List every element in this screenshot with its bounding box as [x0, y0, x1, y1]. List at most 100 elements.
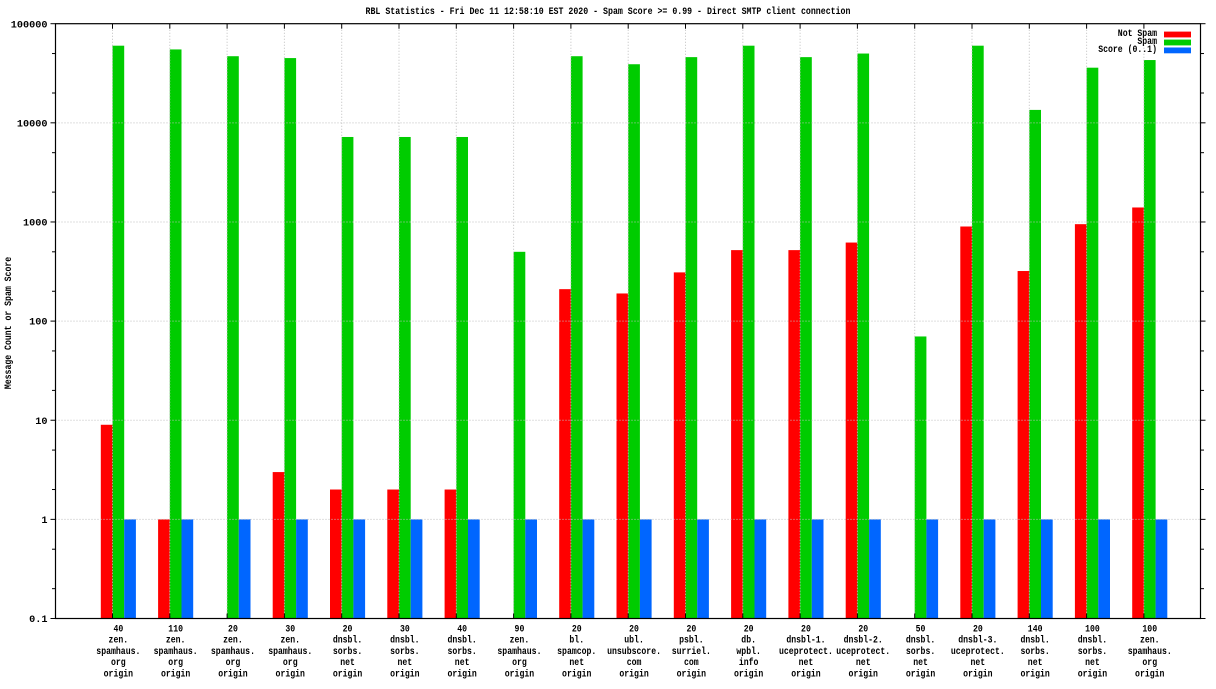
svg-text:org: org: [111, 658, 126, 669]
svg-text:origin: origin: [161, 668, 190, 680]
svg-text:dnsbl.: dnsbl.: [1020, 635, 1049, 647]
svg-text:spamcop.: spamcop.: [557, 647, 596, 658]
svg-text:20: 20: [973, 625, 983, 636]
svg-text:sorbs.: sorbs.: [390, 646, 419, 658]
svg-text:sorbs.: sorbs.: [447, 646, 476, 658]
svg-text:org: org: [1142, 658, 1157, 669]
svg-text:origin: origin: [218, 668, 247, 680]
svg-text:140: 140: [1028, 625, 1043, 636]
svg-text:zen.: zen.: [109, 636, 129, 647]
svg-text:sorbs.: sorbs.: [1020, 646, 1049, 658]
svg-text:origin: origin: [447, 668, 476, 680]
svg-text:10000: 10000: [17, 119, 48, 130]
svg-text:net: net: [799, 658, 814, 669]
svg-text:40: 40: [457, 625, 467, 636]
svg-text:1: 1: [41, 516, 47, 527]
svg-text:org: org: [168, 658, 183, 669]
svg-text:org: org: [512, 658, 527, 669]
svg-text:90: 90: [515, 625, 525, 636]
svg-text:spamhaus.: spamhaus.: [497, 646, 541, 658]
svg-text:dnsbl-1.: dnsbl-1.: [786, 635, 825, 647]
svg-text:40: 40: [113, 625, 123, 636]
svg-text:sorbs.: sorbs.: [906, 646, 935, 658]
svg-text:110: 110: [168, 625, 183, 636]
svg-text:uceprotect.: uceprotect.: [836, 647, 890, 658]
svg-text:origin: origin: [505, 668, 534, 680]
svg-text:0.1: 0.1: [29, 615, 47, 626]
svg-text:net: net: [971, 658, 986, 669]
svg-text:origin: origin: [906, 668, 935, 680]
svg-text:20: 20: [858, 625, 868, 636]
svg-text:20: 20: [629, 625, 639, 636]
svg-text:bl.: bl.: [569, 635, 584, 647]
svg-text:origin: origin: [276, 668, 305, 680]
svg-text:1000: 1000: [23, 219, 48, 230]
svg-text:origin: origin: [333, 668, 362, 680]
svg-text:net: net: [913, 658, 928, 669]
svg-text:psbl.: psbl.: [679, 635, 704, 647]
svg-text:spamhaus.: spamhaus.: [96, 646, 140, 658]
svg-text:Message Count or Spam Score: Message Count or Spam Score: [4, 257, 15, 389]
svg-text:origin: origin: [1078, 668, 1107, 680]
svg-text:origin: origin: [963, 668, 992, 680]
svg-text:20: 20: [801, 625, 811, 636]
svg-text:wpbl.: wpbl.: [736, 646, 761, 658]
svg-text:origin: origin: [1135, 668, 1164, 680]
svg-text:20: 20: [744, 625, 754, 636]
svg-text:net: net: [340, 658, 355, 669]
svg-text:100000: 100000: [11, 20, 48, 31]
svg-text:info: info: [739, 657, 759, 669]
svg-text:spamhaus.: spamhaus.: [154, 646, 198, 658]
svg-text:zen.: zen.: [223, 636, 243, 647]
svg-text:surriel.: surriel.: [672, 646, 711, 658]
svg-text:zen.: zen.: [166, 636, 186, 647]
svg-text:origin: origin: [734, 668, 763, 680]
svg-text:net: net: [398, 658, 413, 669]
svg-text:origin: origin: [677, 668, 706, 680]
svg-text:uceprotect.: uceprotect.: [779, 647, 833, 658]
svg-text:origin: origin: [1020, 668, 1049, 680]
svg-text:org: org: [226, 658, 241, 669]
svg-text:zen.: zen.: [1140, 636, 1160, 647]
svg-text:100: 100: [1085, 625, 1100, 636]
svg-text:ubl.: ubl.: [624, 635, 644, 647]
svg-text:origin: origin: [104, 668, 133, 680]
svg-text:30: 30: [285, 625, 295, 636]
svg-text:dnsbl.: dnsbl.: [1078, 635, 1107, 647]
svg-text:30: 30: [400, 625, 410, 636]
svg-text:net: net: [569, 658, 584, 669]
svg-text:50: 50: [916, 625, 926, 636]
svg-text:dnsbl-3.: dnsbl-3.: [958, 635, 997, 647]
svg-text:20: 20: [343, 625, 353, 636]
svg-text:20: 20: [572, 625, 582, 636]
svg-text:Score (0..1): Score (0..1): [1098, 44, 1157, 56]
svg-text:db.: db.: [741, 635, 756, 647]
svg-text:100: 100: [1142, 625, 1157, 636]
svg-text:dnsbl.: dnsbl.: [906, 635, 935, 647]
svg-text:unsubscore.: unsubscore.: [607, 646, 661, 658]
svg-text:origin: origin: [390, 668, 419, 680]
svg-text:100: 100: [29, 318, 47, 329]
svg-text:com: com: [627, 658, 642, 669]
svg-text:origin: origin: [619, 668, 648, 680]
svg-text:origin: origin: [791, 668, 820, 680]
svg-text:dnsbl.: dnsbl.: [447, 635, 476, 647]
svg-text:org: org: [283, 658, 298, 669]
svg-text:com: com: [684, 658, 699, 669]
svg-text:sorbs.: sorbs.: [333, 646, 362, 658]
svg-text:dnsbl-2.: dnsbl-2.: [844, 635, 883, 647]
svg-text:uceprotect.: uceprotect.: [951, 647, 1005, 658]
svg-text:dnsbl.: dnsbl.: [333, 635, 362, 647]
svg-text:net: net: [1085, 658, 1100, 669]
svg-text:sorbs.: sorbs.: [1078, 646, 1107, 658]
svg-text:20: 20: [686, 625, 696, 636]
svg-text:origin: origin: [562, 668, 591, 680]
svg-text:origin: origin: [849, 668, 878, 680]
svg-text:spamhaus.: spamhaus.: [1128, 646, 1172, 658]
svg-text:spamhaus.: spamhaus.: [211, 646, 255, 658]
svg-text:RBL Statistics - Fri Dec 11 12: RBL Statistics - Fri Dec 11 12:58:10 EST…: [366, 6, 851, 18]
svg-text:dnsbl.: dnsbl.: [390, 635, 419, 647]
svg-text:10: 10: [35, 417, 47, 428]
svg-text:net: net: [1028, 658, 1043, 669]
svg-text:spamhaus.: spamhaus.: [268, 646, 312, 658]
